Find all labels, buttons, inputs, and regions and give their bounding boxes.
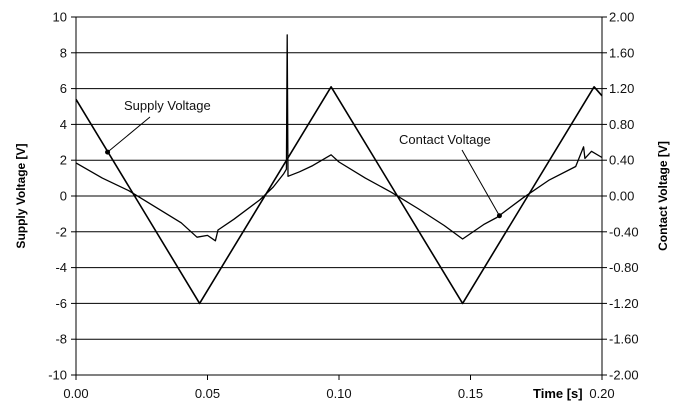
y-left-tick-label: 6: [60, 81, 67, 96]
y-right-tick-label: -0.80: [609, 260, 639, 275]
y-right-tick-label: -0.40: [609, 224, 639, 239]
y-right-tick-label: 2.00: [609, 10, 634, 25]
left-axis-ticks: 10 8 6 4 2 0 -2 -4 -6 -8 -10: [48, 10, 76, 383]
annotation-label: Contact Voltage: [399, 132, 491, 147]
y-right-tick-label: -2.00: [609, 368, 639, 383]
annotation-layer: Supply Voltage Contact Voltage: [105, 98, 502, 219]
supply-voltage-line: [75, 86, 603, 305]
x-tick-label: 0.20: [589, 386, 614, 401]
x-tick-label: 0.10: [326, 386, 351, 401]
y-left-tick-label: 8: [60, 45, 67, 60]
y-left-tick-label: -2: [55, 224, 67, 239]
y-left-tick-label: 4: [60, 117, 67, 132]
y-right-tick-label: 1.20: [609, 81, 634, 96]
annotation-leader: [461, 149, 500, 216]
x-axis-title: Time [s]: [533, 386, 583, 401]
y-right-tick-label: -1.20: [609, 296, 639, 311]
gridlines: [76, 52, 602, 340]
y-left-tick-label: 0: [60, 189, 67, 204]
y-right-tick-label: 1.60: [609, 45, 634, 60]
y-left-tick-label: 10: [53, 10, 67, 25]
annotation-leader: [107, 116, 151, 153]
annotation-label: Supply Voltage: [124, 98, 211, 113]
y-left-tick-label: -6: [55, 296, 67, 311]
y-right-tick-label: 0.00: [609, 189, 634, 204]
right-axis-ticks: 2.00 1.60 1.20 0.80 0.40 0.00 -0.40 -0.80 -1.20 -…: [602, 10, 639, 383]
y-axis-right-title: Contact Voltage [V]: [656, 141, 670, 251]
annotation-marker: [105, 149, 111, 155]
y-left-tick-label: -4: [55, 260, 67, 275]
y-left-tick-label: 2: [60, 153, 67, 168]
y-right-tick-label: 0.80: [609, 117, 634, 132]
series-layer: [75, 34, 603, 305]
y-left-tick-label: -10: [48, 368, 67, 383]
x-tick-label: 0.05: [195, 386, 220, 401]
x-tick-label: 0.15: [458, 386, 483, 401]
y-left-tick-label: -8: [55, 332, 67, 347]
y-axis-left-title: Supply Voltage [V]: [14, 143, 28, 248]
x-axis-ticks: 0.00 0.05 0.10 0.15 0.20: [63, 375, 615, 401]
contact-voltage-line: [75, 34, 603, 242]
x-tick-label: 0.00: [63, 386, 88, 401]
y-right-tick-label: 0.40: [609, 153, 634, 168]
annotation-marker: [496, 213, 502, 219]
y-right-tick-label: -1.60: [609, 332, 639, 347]
